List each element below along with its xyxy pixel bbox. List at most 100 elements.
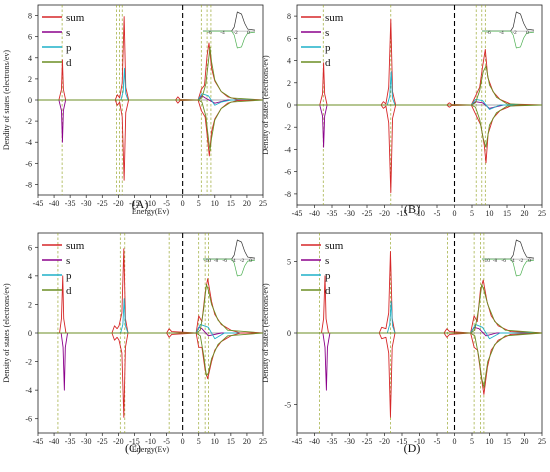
y-axis-label: Density of states (electrons/ev) <box>2 283 11 383</box>
y-tick-label: 5 <box>287 258 291 267</box>
inset-tick-label: -6 <box>486 30 491 36</box>
x-tick-label: 10 <box>486 437 494 446</box>
series-d <box>38 283 263 334</box>
inset-tick-label: -2 <box>512 30 517 36</box>
x-tick-label: -20 <box>379 437 390 446</box>
y-tick-label: 4 <box>28 272 32 281</box>
y-tick-label: 8 <box>287 12 291 21</box>
y-tick-label: -4 <box>25 386 32 395</box>
x-tick-label: -20 <box>113 199 124 208</box>
x-tick-label: 0 <box>181 437 185 446</box>
x-tick-label: -35 <box>327 437 338 446</box>
x-tick-label: -15 <box>129 199 140 208</box>
x-tick-label: 20 <box>243 199 251 208</box>
x-tick-label: 5 <box>470 437 474 446</box>
y-tick-label: -8 <box>284 190 291 199</box>
y-tick-label: 4 <box>28 54 32 63</box>
x-tick-label: 0 <box>453 209 457 218</box>
panel-b: -45 -40 -35 -30 -25 -20 -15 -10 -5 0 5 10 15 20 25-8-6… <box>261 4 546 218</box>
inset-tick-label: 0 <box>249 258 252 264</box>
x-tick-label: -45 <box>292 209 303 218</box>
x-tick-label: -40 <box>49 437 60 446</box>
series-d <box>297 104 542 148</box>
x-tick-label: -30 <box>81 199 92 208</box>
legend-entry: d <box>66 57 72 69</box>
inset-tick-label: -2 <box>240 258 245 264</box>
y-tick-label: 4 <box>287 57 291 66</box>
panel-label: (B) <box>404 202 420 216</box>
x-tick-label: -40 <box>309 209 320 218</box>
x-tick-label: -30 <box>344 209 355 218</box>
series-group <box>297 251 542 418</box>
y-tick-label: 2 <box>28 75 32 84</box>
inset-tick-label: -6 <box>207 30 212 36</box>
inset-curve-up <box>482 11 535 32</box>
inset-tick-label: -10 <box>483 258 491 264</box>
inset-curve-down <box>203 258 256 277</box>
x-axis-label: Energy(Ev) <box>132 445 170 454</box>
y-tick-label: -4 <box>284 145 291 154</box>
x-tick-label: 10 <box>211 437 219 446</box>
x-tick-label: -10 <box>414 437 425 446</box>
series-sum <box>38 16 263 101</box>
x-tick-label: -40 <box>49 199 60 208</box>
series-d <box>297 65 542 106</box>
inset-tick-label: -4 <box>499 30 504 36</box>
series-p <box>297 71 542 110</box>
y-tick-label: -2 <box>284 123 291 132</box>
panel-d: -45 -40 -35 -30 -25 -20 -15 -10 -5 0 5 10 15 20 25-505… <box>261 232 546 455</box>
x-tick-label: 10 <box>211 199 219 208</box>
inset-curve-up <box>203 11 256 32</box>
x-tick-label: -20 <box>113 437 124 446</box>
panel-c: -45 -40 -35 -30 -25 -20 -15 -10 -5 0 5 10 15 20 25-6-4… <box>2 232 267 455</box>
series-sum <box>38 99 263 181</box>
inset-curve-up <box>203 239 256 260</box>
x-tick-label: -10 <box>145 199 156 208</box>
inset-curve-up <box>482 239 535 260</box>
legend-entry: s <box>66 255 70 267</box>
legend-entry: d <box>325 285 331 297</box>
x-tick-label: 25 <box>259 199 267 208</box>
series-sum <box>297 332 542 418</box>
series-d <box>38 332 263 377</box>
inset: -10 -8 -6 -4 -2 0 <box>203 239 256 277</box>
legend-entry: p <box>325 42 331 54</box>
x-tick-label: -15 <box>397 209 408 218</box>
legend-entry: p <box>325 270 331 282</box>
x-tick-label: 5 <box>197 199 201 208</box>
y-tick-label: 6 <box>287 34 291 43</box>
inset-tick-label: -6 <box>222 258 227 264</box>
x-tick-label: -45 <box>33 437 44 446</box>
y-tick-label: 6 <box>28 243 32 252</box>
legend: sum spd <box>301 12 344 69</box>
x-tick-label: -5 <box>163 437 170 446</box>
x-tick-label: -25 <box>97 199 108 208</box>
x-tick-label: -15 <box>397 437 408 446</box>
x-tick-label: 0 <box>453 437 457 446</box>
inset-tick-label: -8 <box>214 258 219 264</box>
inset-tick-label: -10 <box>204 258 212 264</box>
inset: -6 -4 -2 0 <box>482 11 535 49</box>
x-axis-label: Energy(Ev) <box>132 207 170 216</box>
inset-tick-label: -4 <box>510 258 515 264</box>
series-sum <box>297 104 542 194</box>
legend: sum spd <box>42 12 85 69</box>
legend: sum spd <box>42 240 85 297</box>
y-tick-label: -6 <box>25 415 32 424</box>
y-tick-label: -2 <box>25 117 32 126</box>
x-tick-label: 0 <box>181 199 185 208</box>
x-tick-label: 25 <box>538 209 546 218</box>
x-tick-label: 25 <box>259 437 267 446</box>
legend-entry: p <box>66 270 72 282</box>
y-tick-label: 2 <box>287 79 291 88</box>
x-tick-label: 10 <box>486 209 494 218</box>
x-tick-label: -40 <box>309 437 320 446</box>
panel-label: (C) <box>125 441 141 455</box>
y-tick-label: -5 <box>284 400 291 409</box>
inset: -10 -8 -6 -4 -2 0 <box>482 239 535 277</box>
inset-tick-label: -4 <box>220 30 225 36</box>
y-axis-label: Density of states (electrons/ev) <box>261 55 270 155</box>
x-tick-label: -35 <box>65 437 76 446</box>
series-d <box>297 332 542 388</box>
x-tick-label: 15 <box>503 437 511 446</box>
